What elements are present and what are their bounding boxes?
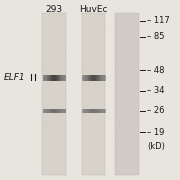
Text: ELF1: ELF1 — [4, 73, 25, 82]
Text: HuvEc: HuvEc — [79, 5, 108, 14]
Text: – 26: – 26 — [147, 106, 164, 115]
Text: – 117: – 117 — [147, 16, 169, 25]
Bar — [82, 13, 105, 175]
Text: – 19: – 19 — [147, 128, 164, 137]
Text: (kD): (kD) — [148, 142, 166, 151]
Bar — [115, 13, 139, 175]
Bar — [42, 13, 66, 175]
Text: – 85: – 85 — [147, 32, 164, 41]
Text: – 48: – 48 — [147, 66, 164, 75]
Text: 293: 293 — [45, 5, 63, 14]
Text: – 34: – 34 — [147, 86, 164, 95]
